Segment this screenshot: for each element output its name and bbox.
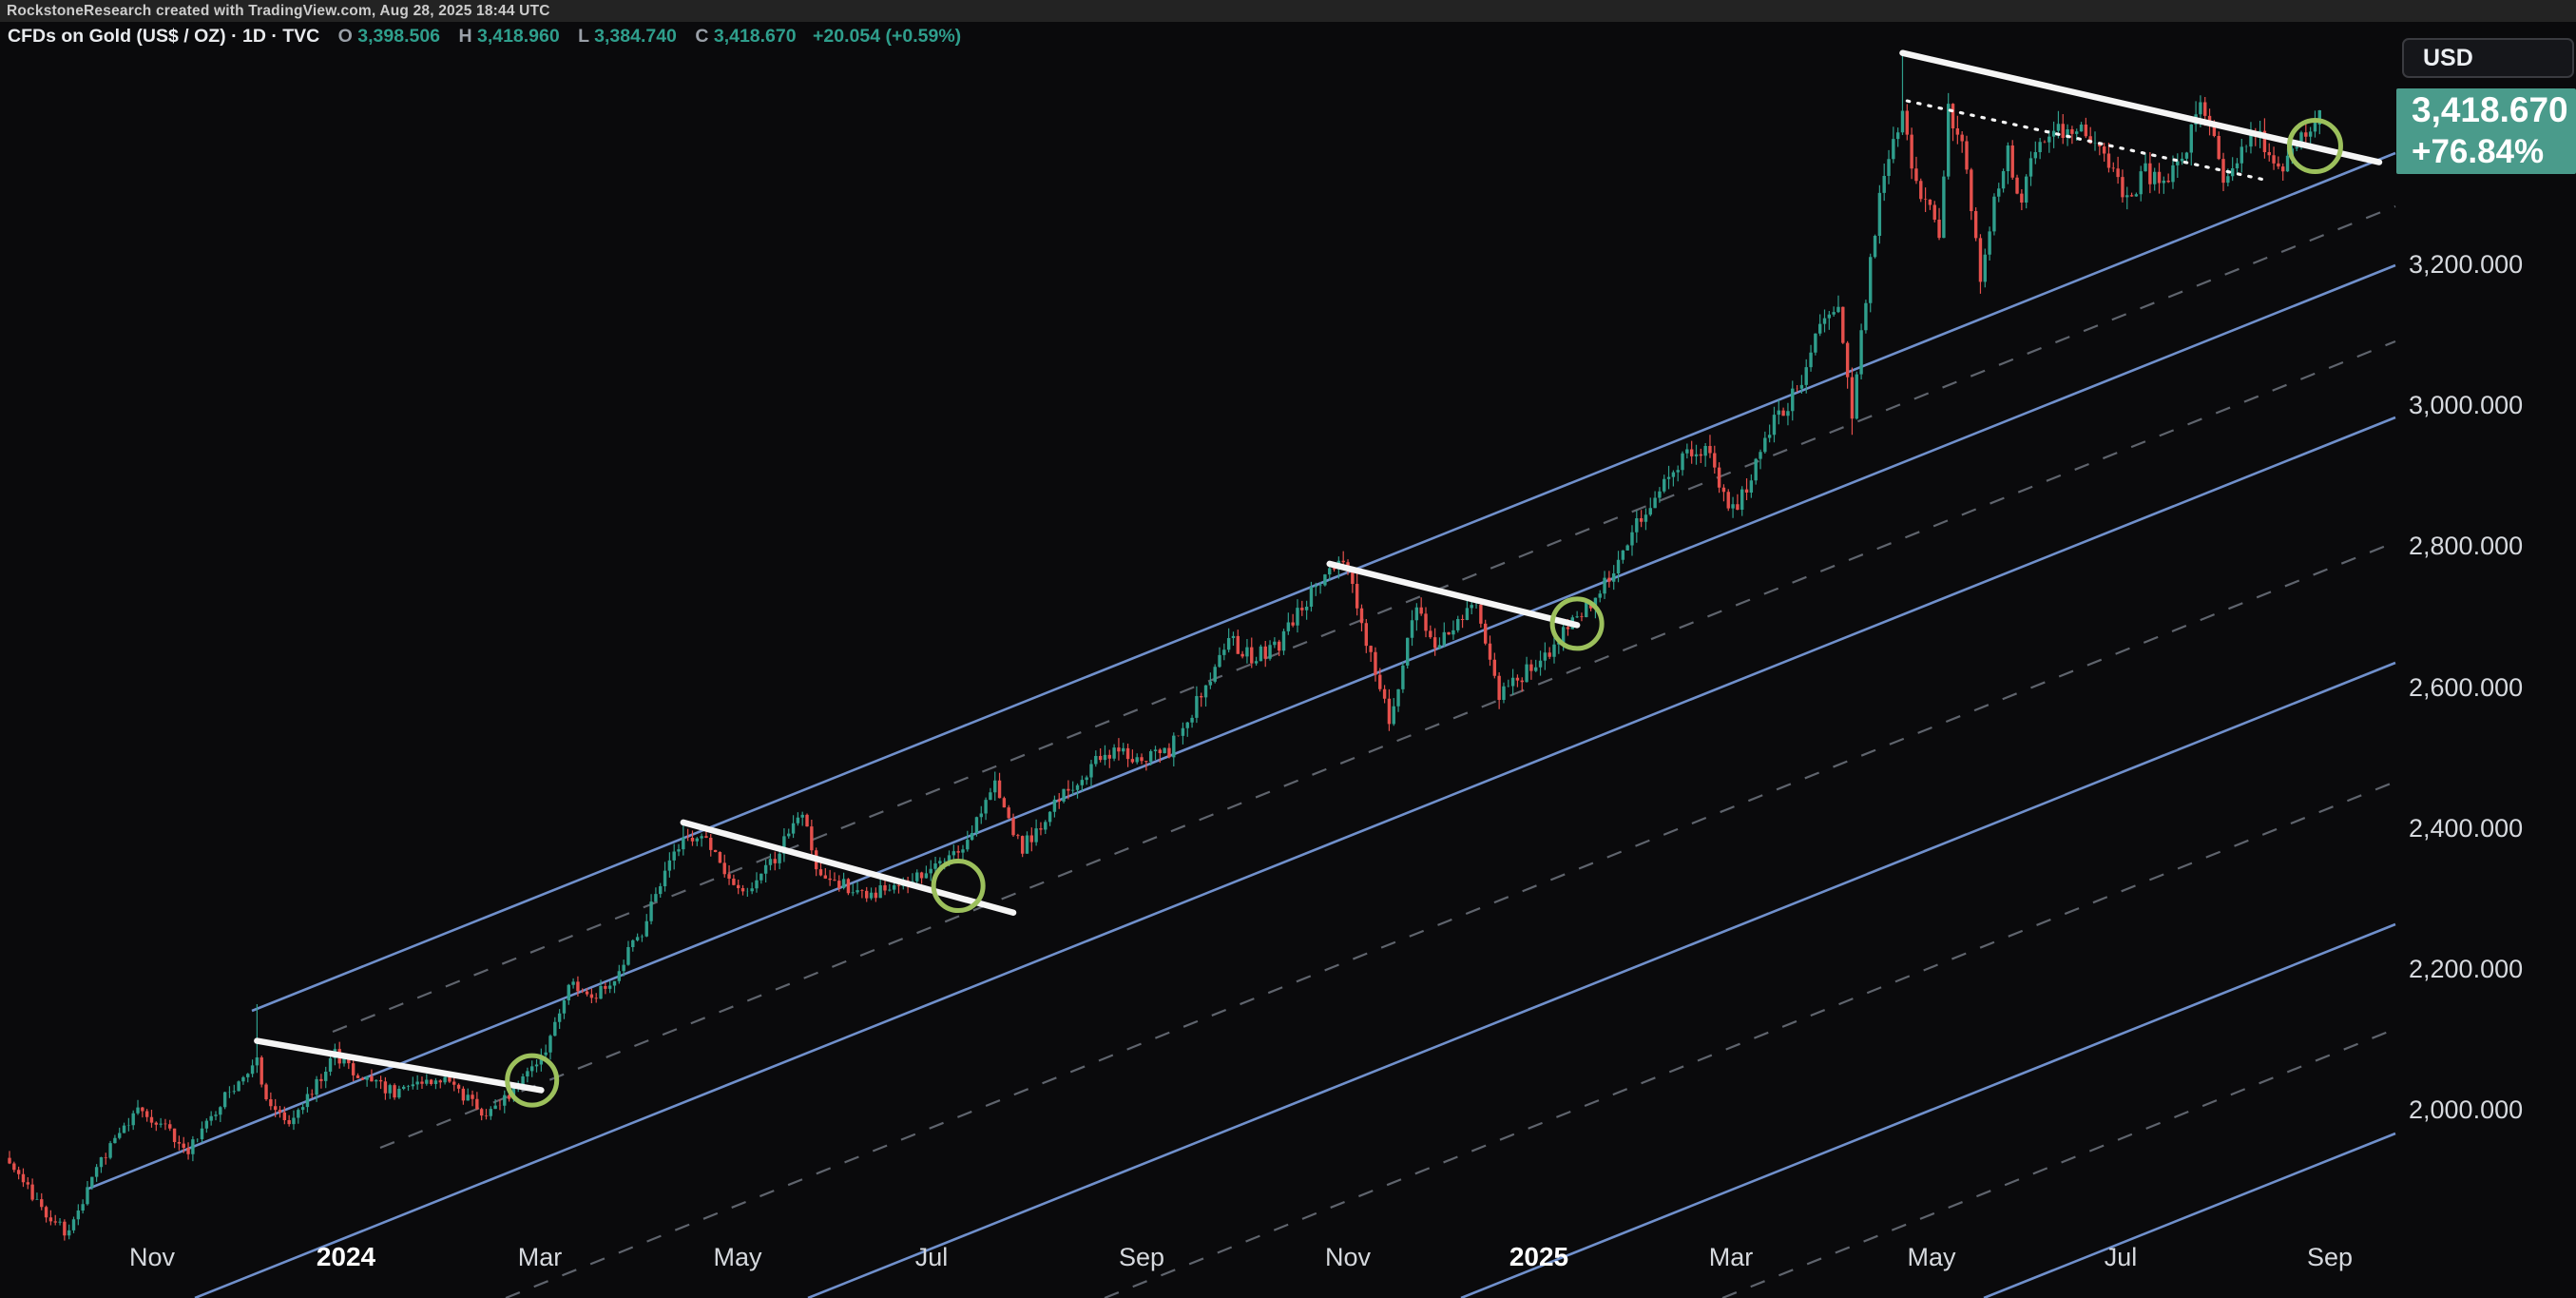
time-axis-label: Nov — [128, 1243, 175, 1271]
trendline — [1326, 560, 1581, 629]
close-value: 3,418.670 — [713, 26, 797, 47]
open-label: O — [337, 26, 353, 47]
channel-line — [807, 661, 2396, 1298]
time-axis-label: Jul — [2104, 1243, 2138, 1271]
currency-toggle-button[interactable]: USD — [2402, 38, 2574, 78]
breakout-circle — [931, 859, 986, 914]
symbol-title: CFDs on Gold (US$ / OZ) · 1D · TVC — [8, 26, 320, 47]
price-axis-label: 3,000.000 — [2409, 391, 2524, 420]
channel-line — [332, 204, 2396, 1034]
up-candle-bodies — [35, 102, 2321, 1236]
change-value: +20.054 (+0.59%) — [813, 26, 962, 47]
breakout-circle — [505, 1053, 560, 1108]
price-axis-label: 2,400.000 — [2409, 813, 2524, 843]
high-label: H — [458, 26, 472, 47]
channel-line — [1983, 1132, 2396, 1298]
time-axis-label: May — [1907, 1243, 1956, 1271]
time-axis-label: May — [713, 1243, 762, 1271]
low-label: L — [578, 26, 589, 47]
currency-label: USD — [2423, 45, 2473, 71]
price-axis-label: 3,200.000 — [2409, 250, 2524, 279]
trendline — [1905, 99, 2267, 182]
channel-line — [194, 416, 2396, 1298]
last-price-change-pct: +76.84% — [2412, 133, 2545, 170]
breakout-circle — [1549, 596, 1605, 651]
trendline — [254, 1037, 545, 1094]
time-axis-label: Mar — [1708, 1243, 1754, 1271]
low-value: 3,384.740 — [594, 26, 677, 47]
time-axis-label: Nov — [1324, 1243, 1371, 1271]
time-axis-label: Mar — [517, 1243, 563, 1271]
breakout-circle — [2286, 118, 2343, 175]
channel-line — [505, 540, 2396, 1298]
price-axis-label: 2,000.000 — [2409, 1095, 2524, 1125]
time-axis-label: Jul — [914, 1243, 949, 1271]
price-axis-label: 2,800.000 — [2409, 532, 2524, 561]
last-price-value: 3,418.670 — [2412, 90, 2568, 129]
channel-line — [1104, 780, 2396, 1298]
attribution-text: RockstoneResearch created with TradingVi… — [7, 3, 550, 19]
close-label: C — [695, 26, 709, 47]
high-value: 3,418.960 — [476, 26, 560, 47]
trendline — [680, 819, 1017, 916]
down-candle-bodies — [8, 102, 2308, 1236]
symbol-legend: CFDs on Gold (US$ / OZ) · 1D · TVC O 3,3… — [8, 26, 961, 47]
channel-line — [1460, 922, 2396, 1298]
price-axis-label: 2,200.000 — [2409, 955, 2524, 983]
time-axis-label: 2025 — [1509, 1242, 1569, 1271]
time-axis-label: 2024 — [316, 1242, 376, 1271]
price-axis-label: 2,600.000 — [2409, 672, 2524, 702]
time-axis-label: Sep — [1118, 1243, 1165, 1271]
time-axis-label: Sep — [2306, 1243, 2354, 1271]
trendline — [1899, 49, 2383, 165]
last-price-badge: 3,418.670 +76.84% — [2396, 88, 2576, 174]
attribution-bar: RockstoneResearch created with TradingVi… — [0, 0, 2576, 22]
channel-line — [379, 339, 2396, 1150]
open-value: 3,398.506 — [357, 26, 441, 47]
channel-line — [87, 263, 2396, 1191]
